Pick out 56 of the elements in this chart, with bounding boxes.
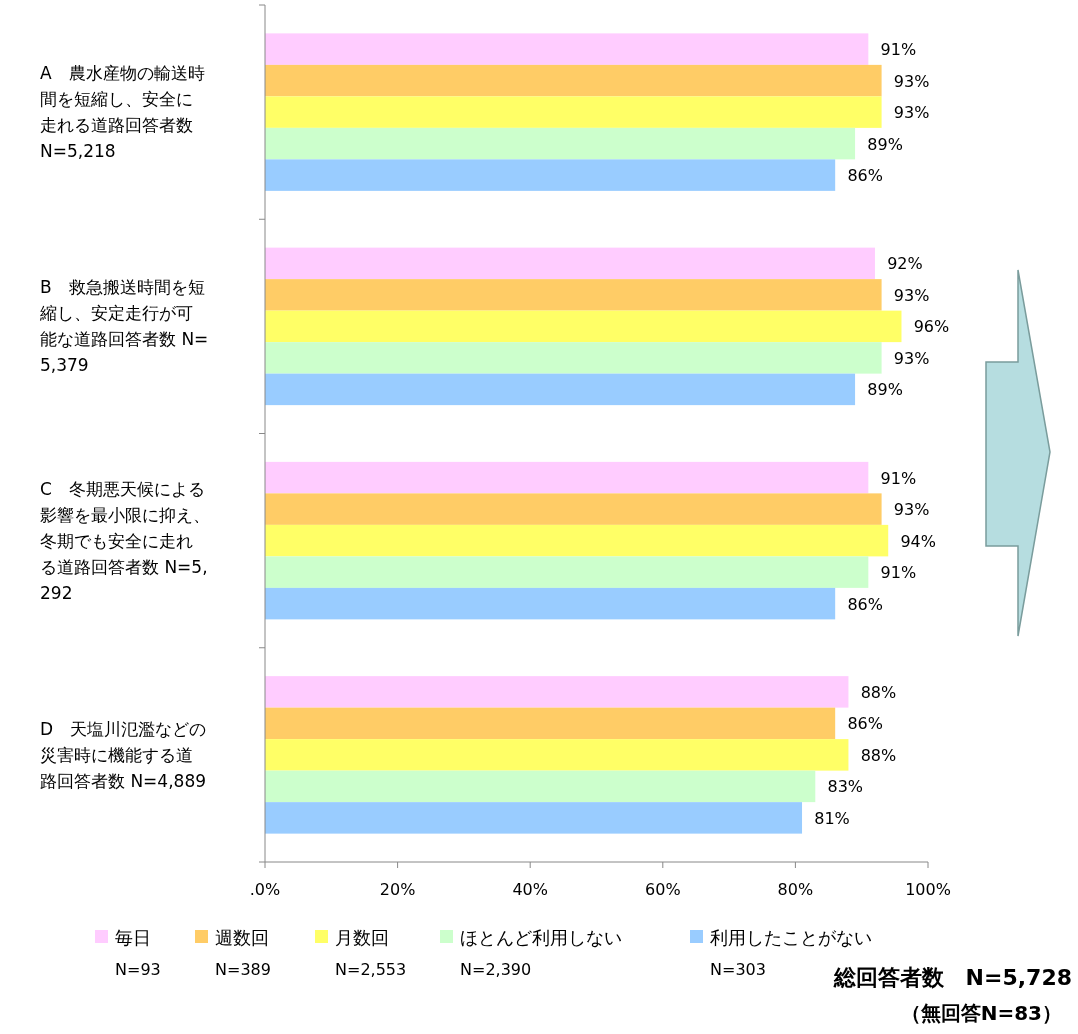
data-label: 93%	[893, 285, 930, 305]
text: （無回答N=83）	[900, 1001, 1062, 1025]
bar	[265, 279, 882, 311]
bar	[265, 524, 889, 557]
bar	[265, 247, 875, 280]
data-label: 93%	[893, 500, 930, 520]
legend-label: 毎日 N=93	[115, 927, 161, 979]
data-label: 86%	[847, 714, 883, 734]
bar	[265, 64, 882, 97]
data-label: 91%	[880, 468, 917, 488]
legend-label: 月数回 N=2,553	[335, 927, 407, 979]
data-label: 89%	[867, 380, 903, 400]
data-label: 96%	[913, 317, 950, 337]
x-tick-label: 80%	[777, 880, 814, 899]
bar	[265, 802, 803, 834]
data-label: 92%	[887, 254, 923, 274]
bar	[265, 587, 836, 620]
bar	[265, 556, 869, 588]
data-label: 91%	[880, 40, 917, 60]
x-tick-label: 100%	[905, 880, 951, 899]
bar	[265, 676, 849, 708]
data-label: 86%	[847, 166, 883, 186]
bar	[265, 33, 869, 65]
data-label: 93%	[893, 103, 930, 123]
bar	[265, 770, 816, 803]
legend-label: ほとんど利用しない N=2,390	[460, 927, 622, 979]
data-label: 89%	[867, 134, 903, 154]
bar	[265, 373, 856, 406]
bar	[265, 159, 836, 191]
y-tick-label: A 農水産物の輸送時間を短縮し、安全に走れる道路回答者数 N=5,218	[40, 63, 205, 162]
bar	[265, 310, 902, 343]
bar	[265, 707, 836, 740]
bar	[265, 461, 869, 494]
bar	[265, 739, 849, 771]
bar	[265, 96, 882, 128]
data-label: 88%	[860, 745, 897, 765]
bar	[265, 493, 882, 525]
x-tick-label: 20%	[379, 880, 416, 899]
data-label: 93%	[893, 71, 930, 91]
text: 総回答者数 N=5,728	[832, 965, 1072, 990]
bar	[265, 342, 882, 374]
data-label: 86%	[847, 594, 883, 614]
data-label: 81%	[814, 808, 850, 828]
data-label: 93%	[893, 348, 930, 368]
x-tick-label: .0%	[249, 880, 281, 899]
data-label: 88%	[860, 682, 897, 702]
data-label: 91%	[880, 563, 917, 583]
data-label: 83%	[827, 777, 864, 797]
legend-label: 週数回 N=389	[215, 927, 271, 979]
bar	[265, 127, 856, 160]
y-tick-label: C 冬期悪天候による影響を最小限に抑え、冬期でも安全に走れる道路回答者数 N=5,292	[40, 478, 210, 603]
x-tick-label: 60%	[645, 880, 681, 899]
y-tick-label: D 天塩川氾濫などの災害時に機能する道路回答者数 N=4,889	[40, 718, 207, 791]
x-tick-label: 40%	[512, 880, 548, 899]
data-label: 94%	[900, 531, 936, 551]
y-tick-label: B 救急搬送時間を短縮し、安定走行が可能な道路回答者数 N=5,379	[39, 277, 209, 376]
